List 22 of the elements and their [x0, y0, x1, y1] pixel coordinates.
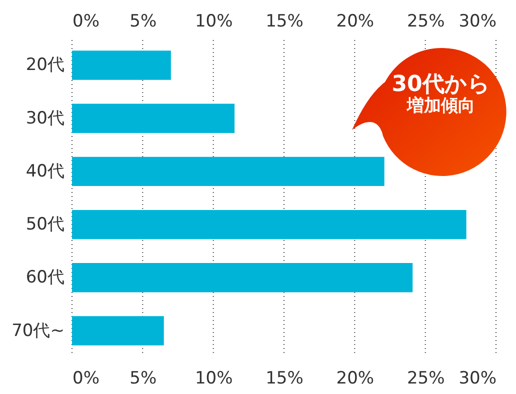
y-tick-label: 20代 — [26, 55, 64, 76]
x2-tick-label: 10% — [194, 368, 233, 388]
x-tick-label: 15% — [266, 12, 304, 32]
x2-tick-label: 15% — [266, 368, 304, 388]
x-tick-label: 30% — [458, 12, 496, 32]
annotation: 30代から — [390, 72, 492, 97]
x-tick-label: 0% — [72, 12, 100, 32]
x2-tick-label: 20% — [336, 368, 374, 388]
y-tick-label: 40代 — [26, 161, 64, 182]
x2-tick-label: 5% — [130, 368, 157, 388]
y-tick-label: 30代 — [26, 108, 64, 128]
y-tick-label: 50代 — [26, 214, 64, 235]
x-tick-label: 20% — [336, 12, 374, 32]
y-tick-label: 60代 — [26, 268, 64, 288]
x-tick-label: 25% — [406, 12, 445, 32]
x2-tick-label: 25% — [406, 368, 445, 388]
annotation: 増加傾向 — [406, 96, 476, 117]
x2-tick-label: 30% — [458, 368, 496, 388]
y-tick-label: 70代~ — [12, 320, 64, 341]
x2-tick-label: 0% — [72, 368, 100, 388]
x-tick-label: 5% — [130, 12, 157, 32]
x-tick-label: 10% — [194, 12, 233, 32]
